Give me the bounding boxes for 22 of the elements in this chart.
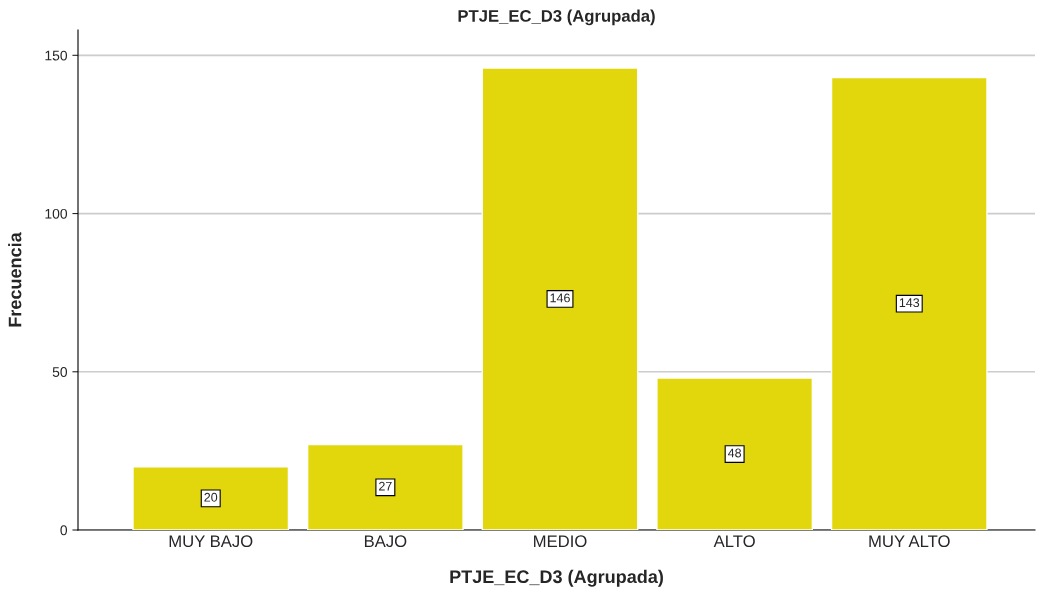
- x-axis-title: PTJE_EC_D3 (Agrupada): [450, 569, 663, 587]
- bar: [656, 377, 814, 530]
- y-axis-title: Frecuencia: [8, 232, 22, 327]
- data-label: 143: [899, 298, 920, 308]
- bar: [132, 466, 290, 530]
- y-tick-label: 150: [45, 50, 68, 61]
- data-label: 48: [727, 448, 742, 458]
- bar: [306, 443, 464, 530]
- y-tick-label: 50: [52, 367, 68, 377]
- data-label: 146: [550, 293, 570, 303]
- bar: [830, 76, 988, 530]
- x-tick-label: BAJO: [364, 535, 407, 548]
- x-tick-label: ALTO: [713, 535, 755, 548]
- y-tick-label: 100: [45, 208, 68, 219]
- data-label: 27: [379, 481, 392, 491]
- data-label: 20: [204, 492, 218, 502]
- x-tick-label: MUY BAJO: [169, 535, 253, 548]
- x-tick-label: MEDIO: [534, 535, 587, 548]
- x-tick-label: MUY ALTO: [869, 535, 950, 548]
- chart-title: PTJE_EC_D3 (Agrupada): [458, 9, 655, 26]
- y-tick-label: 0: [60, 525, 68, 536]
- bar: [481, 67, 639, 530]
